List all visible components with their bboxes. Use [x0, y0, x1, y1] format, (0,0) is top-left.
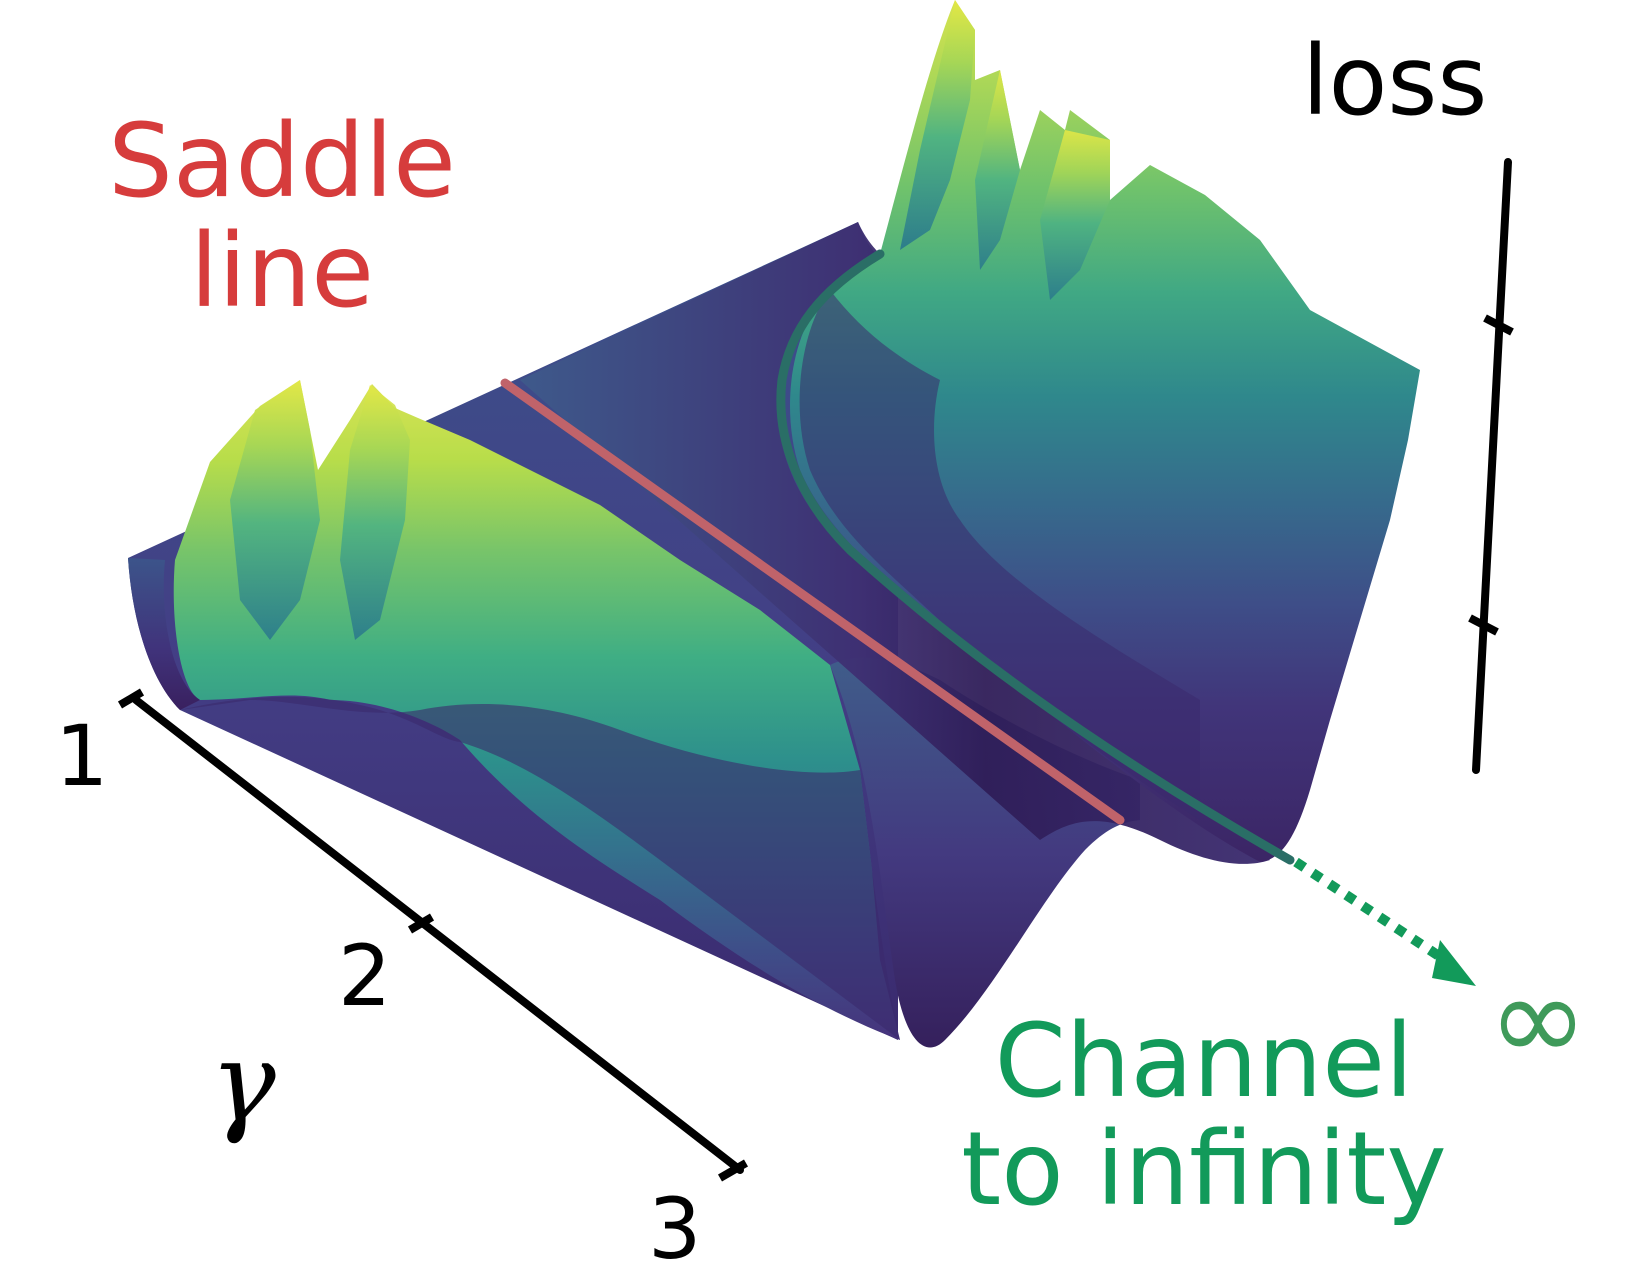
- loss-surface: [128, 0, 1420, 1048]
- channel-arrow: [1293, 857, 1476, 986]
- saddle-annotation: Saddle line: [108, 102, 456, 331]
- channel-arrow-head: [1432, 940, 1476, 986]
- gamma-axis-label: γ: [210, 1018, 276, 1146]
- loss-tick-2: [1468, 614, 1499, 636]
- channel-label-line-1: Channel: [995, 1002, 1414, 1121]
- surface-front-left-bump: [180, 696, 900, 1040]
- gamma-tick-label-1: 1: [55, 707, 108, 805]
- surface-right-spike-2: [975, 70, 1020, 270]
- gamma-tick-3: [718, 1159, 748, 1182]
- channel-annotation: Channel to infinity ∞: [961, 950, 1588, 1229]
- channel-line: [776, 249, 1295, 865]
- surface-right-spike-3: [1040, 130, 1110, 300]
- gamma-tick-label-2: 2: [338, 927, 391, 1025]
- gamma-axis: 1 2 3 γ: [55, 688, 748, 1266]
- infinity-symbol: ∞: [1488, 950, 1588, 1089]
- gamma-tick-label-3: 3: [648, 1180, 701, 1266]
- gamma-tick-2: [407, 913, 435, 934]
- loss-axis-line: [1472, 158, 1512, 774]
- surface-left-spike-2: [340, 385, 410, 640]
- loss-tick-1: [1483, 314, 1514, 336]
- gamma-tick-1: [117, 688, 145, 709]
- surface-right-spike-1: [900, 0, 975, 250]
- surface-right-inner-shadow: [799, 290, 1200, 820]
- saddle-label-line-1: Saddle: [108, 102, 456, 221]
- gamma-axis-line: [132, 696, 744, 1174]
- channel-label-line-2: to infinity: [961, 1110, 1446, 1229]
- saddle-line: [500, 378, 1125, 825]
- surface-left-side-face: [128, 558, 200, 710]
- saddle-label-line-2: line: [190, 212, 374, 331]
- surface-channel: [520, 222, 1270, 864]
- channel-arrow-dots: [1293, 857, 1445, 963]
- loss-axis: loss: [1302, 25, 1514, 774]
- surface-right-wall: [790, 0, 1420, 862]
- surface-left-spike-1: [230, 380, 320, 640]
- loss-axis-label: loss: [1302, 25, 1487, 137]
